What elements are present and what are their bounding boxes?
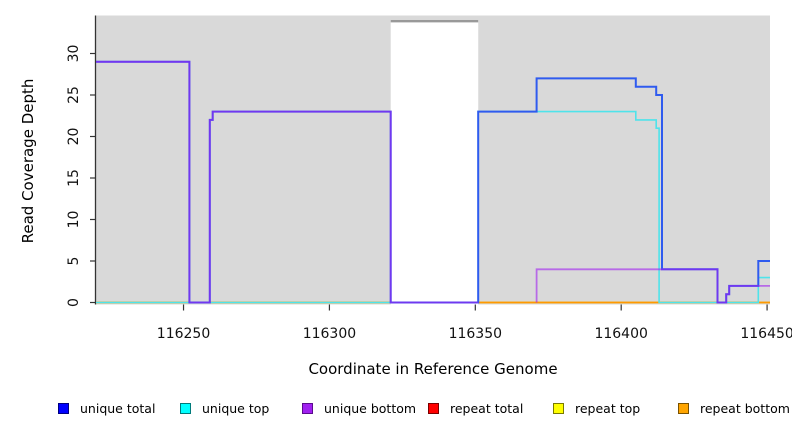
x-tick-label: 116300 bbox=[303, 326, 356, 342]
legend-swatch-repeat-bottom bbox=[678, 402, 689, 414]
y-tick-label: 15 bbox=[66, 169, 82, 187]
legend-label: repeat top bbox=[575, 400, 641, 416]
series-line-unique-bottom bbox=[535, 268, 770, 304]
y-tick-label: 30 bbox=[66, 45, 82, 63]
y-tick-label: 0 bbox=[66, 298, 82, 307]
x-tick-label: 116400 bbox=[594, 326, 647, 342]
legend-swatch-unique-bottom bbox=[302, 402, 313, 414]
legend-item-unique-bottom: unique bottom bbox=[302, 399, 416, 417]
legend-label: repeat bottom bbox=[700, 400, 790, 416]
legend-swatch-repeat-top bbox=[553, 402, 564, 414]
legend-item-repeat-total: repeat total bbox=[428, 399, 523, 417]
y-axis-title: Read Coverage Depth bbox=[19, 78, 37, 244]
legend-swatch-repeat-total bbox=[428, 402, 439, 414]
legend-label: unique bottom bbox=[324, 400, 417, 416]
legend-label: unique total bbox=[80, 400, 156, 416]
legend-item-unique-total: unique total bbox=[58, 399, 155, 417]
legend-item-unique-top: unique top bbox=[180, 399, 269, 417]
legend-swatch-unique-top bbox=[180, 402, 191, 414]
y-tick-label: 10 bbox=[66, 211, 82, 229]
legend-swatch-unique-total bbox=[58, 402, 69, 414]
series-line-unique-bottom bbox=[96, 60, 479, 304]
legend-label: repeat total bbox=[450, 400, 524, 416]
gap-region bbox=[390, 20, 479, 305]
x-tick-label: 116450 bbox=[740, 326, 792, 342]
y-tick-label: 20 bbox=[66, 128, 82, 146]
y-tick-label: 25 bbox=[66, 86, 82, 104]
x-axis-title: Coordinate in Reference Genome bbox=[308, 360, 558, 378]
legend-item-repeat-bottom: repeat bottom bbox=[678, 399, 790, 417]
legend-label: unique top bbox=[202, 400, 270, 416]
x-tick-label: 116250 bbox=[157, 326, 210, 342]
x-tick-label: 116350 bbox=[449, 326, 502, 342]
y-tick-label: 5 bbox=[66, 257, 82, 266]
legend: unique total unique top unique bottom repea… bbox=[0, 399, 792, 419]
coverage-plot-canvas: 0 5 10 15 20 25 30 116250 116300 116350 116400 1164… bbox=[66, 15, 792, 342]
legend-item-repeat-top: repeat top bbox=[553, 399, 640, 417]
